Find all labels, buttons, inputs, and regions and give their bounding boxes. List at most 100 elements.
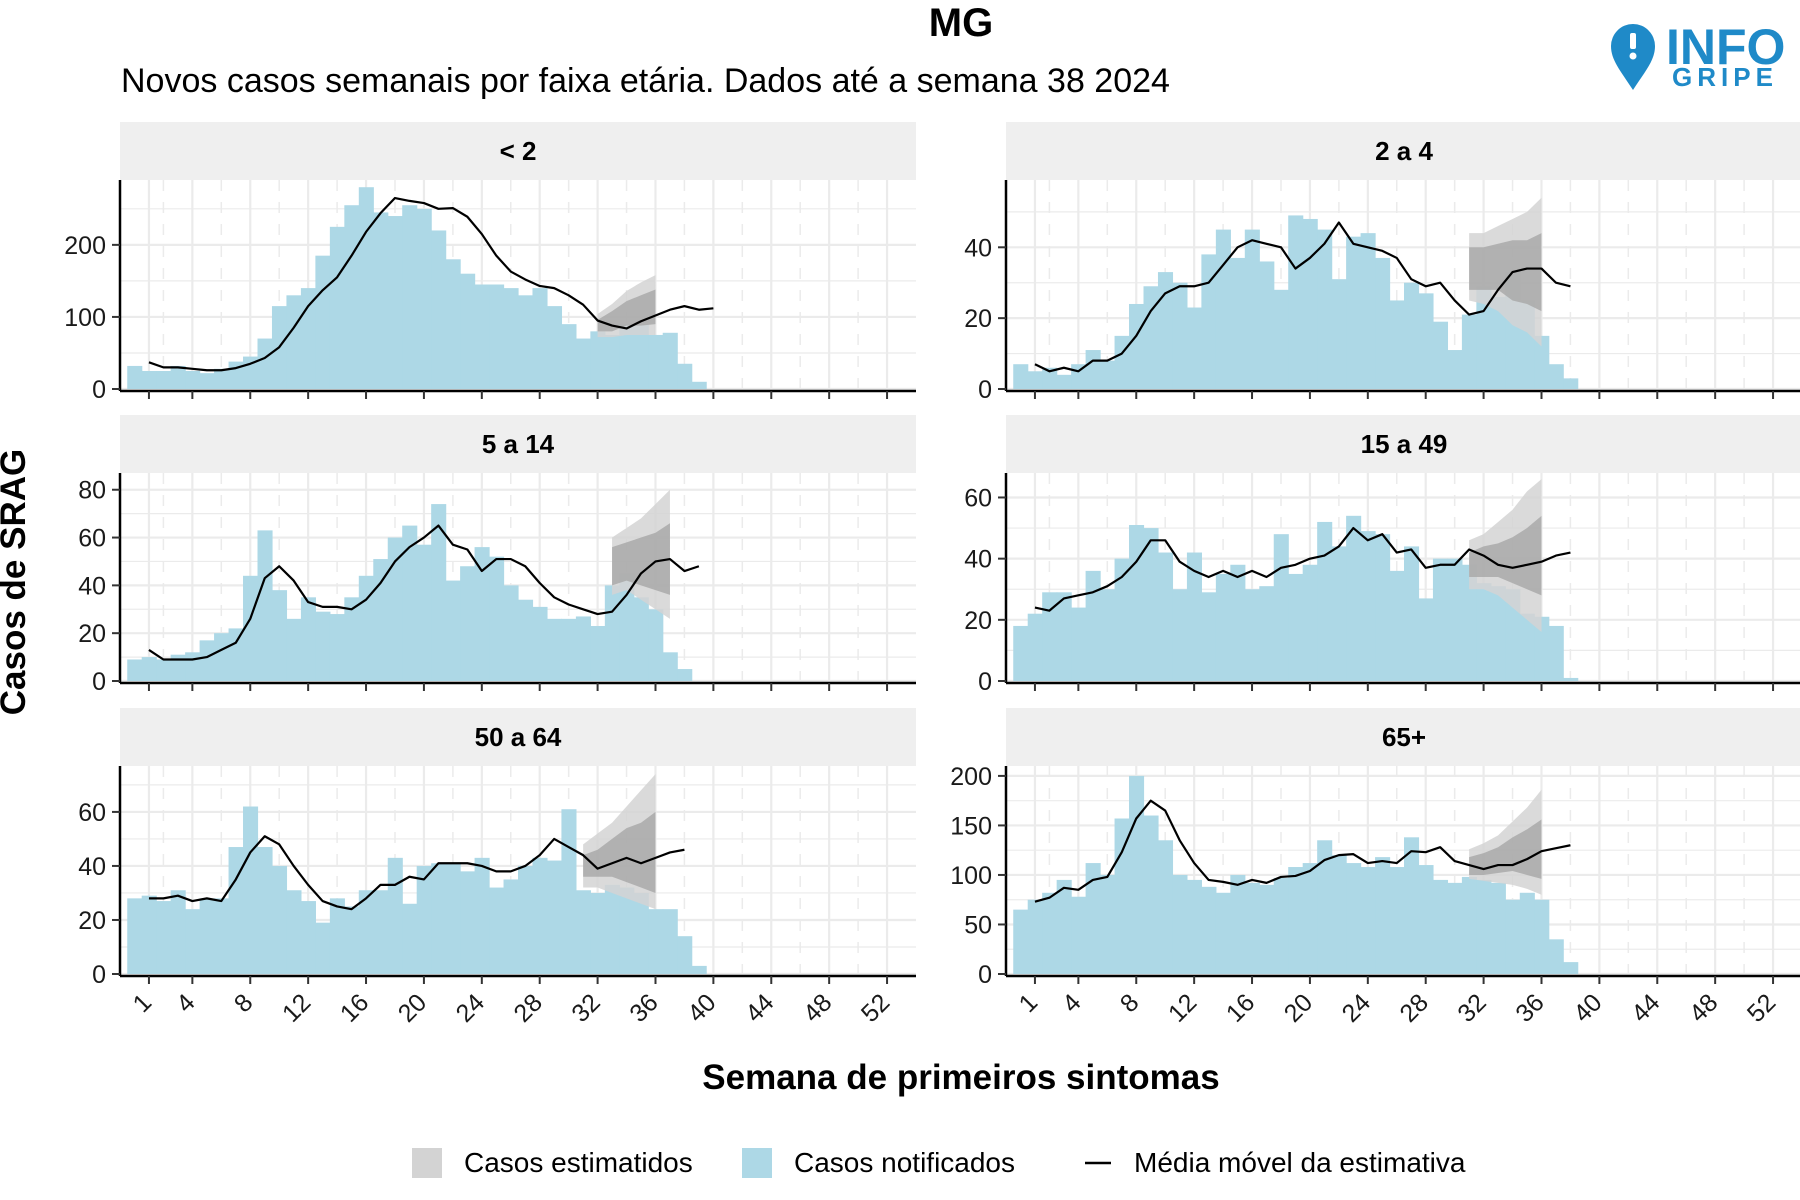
legend-label-moving-average: Média móvel da estimativa	[1134, 1147, 1466, 1178]
bar-15-a-49-3	[1346, 515, 1362, 681]
bar-65-5	[1071, 896, 1087, 974]
bar-65-5	[1360, 867, 1376, 974]
bar-65-5	[1201, 886, 1217, 974]
bar-15-a-49-3	[1244, 589, 1260, 681]
bar-65-5	[1447, 882, 1463, 974]
bar-2-0	[358, 187, 374, 389]
bar-2-a-4-1	[1273, 289, 1289, 389]
strip-50-a-64-4	[120, 708, 916, 766]
bar-15-a-49-3	[1186, 552, 1202, 681]
bar-2-a-4-1	[1157, 272, 1174, 389]
bar-65-5	[1085, 863, 1101, 974]
bar-65-5	[1273, 877, 1289, 974]
bar-2-a-4-1	[1288, 215, 1304, 389]
bar-5-a-14-2	[127, 659, 143, 681]
strip-label-2-a-4-1: 2 a 4	[1375, 136, 1433, 166]
bar-15-a-49-3	[1129, 525, 1145, 681]
bar-15-a-49-3	[1331, 546, 1347, 681]
moving-average-line-50-a-64-4	[148, 835, 685, 911]
bar-5-a-14-2	[257, 530, 273, 681]
bar-2-a-4-1	[1172, 282, 1188, 389]
bar-5-a-14-2	[604, 585, 620, 681]
bar-5-a-14-2	[286, 618, 302, 681]
bar-65-5	[1548, 939, 1564, 974]
legend-swatch-reported	[742, 1148, 772, 1178]
bar-2-a-4-1	[1129, 303, 1145, 389]
bar-50-a-64-4	[648, 909, 664, 974]
bar-2-a-4-1	[1042, 367, 1058, 389]
bar-15-a-49-3	[1563, 677, 1579, 681]
y-tick-label-50-a-64-4: 60	[78, 799, 106, 827]
bar-2-a-4-1	[1346, 236, 1362, 389]
bar-2-a-4-1	[1548, 364, 1564, 389]
y-tick-label-2-a-4-1: 40	[964, 234, 992, 262]
bar-15-a-49-3	[1317, 521, 1333, 681]
bar-15-a-49-3	[1085, 570, 1101, 681]
bar-5-a-14-2	[156, 659, 172, 681]
bar-2-0	[214, 368, 230, 389]
bar-5-a-14-2	[677, 669, 693, 681]
y-tick-label-5-a-14-2: 80	[78, 477, 106, 505]
bar-5-a-14-2	[518, 599, 534, 681]
bar-50-a-64-4	[257, 847, 273, 974]
bar-50-a-64-4	[561, 809, 577, 974]
x-tick-label-65-5: 32	[1452, 988, 1491, 1027]
bar-2-0	[633, 324, 649, 389]
strip-label-65-5: 65+	[1382, 722, 1426, 752]
panel-5-a-14-2: 5 a 14 0 20 40 60 80	[78, 415, 916, 696]
bar-65-5	[1490, 882, 1506, 974]
bar-65-5	[1027, 899, 1043, 974]
bar-50-a-64-4	[127, 898, 143, 974]
bar-2-0	[489, 284, 505, 389]
y-tick-label-65-5: 0	[978, 961, 992, 989]
bar-15-a-49-3	[1143, 528, 1159, 681]
bar-50-a-64-4	[402, 903, 418, 974]
bar-2-0	[416, 208, 432, 389]
panel-2-0: < 2 0 100 200	[64, 122, 916, 404]
bar-65-5	[1056, 879, 1072, 974]
x-tick-label-65-5: 48	[1684, 988, 1723, 1027]
bar-5-a-14-2	[431, 504, 447, 681]
bar-5-a-14-2	[315, 611, 331, 681]
strip-15-a-49-3	[1006, 415, 1800, 473]
bar-2-0	[503, 288, 519, 389]
x-axis-title-group: Semana de primeiros sintomas	[702, 1058, 1219, 1097]
legend-label-reported: Casos notificados	[794, 1147, 1015, 1178]
bar-50-a-64-4	[677, 936, 693, 974]
x-tick-label-65-5: 52	[1742, 988, 1781, 1027]
bar-50-a-64-4	[575, 890, 591, 974]
x-tick-label-65-5: 8	[1115, 988, 1145, 1018]
bar-5-a-14-2	[532, 606, 548, 681]
bar-50-a-64-4	[271, 865, 288, 974]
bar-2-0	[532, 288, 548, 389]
bar-15-a-49-3	[1447, 558, 1463, 681]
y-axis-title-group: Casos de SRAG	[0, 449, 33, 715]
bar-2-a-4-1	[1013, 364, 1029, 389]
bar-5-a-14-2	[503, 585, 519, 681]
bar-50-a-64-4	[300, 901, 316, 974]
bar-15-a-49-3	[1172, 589, 1188, 681]
x-tick-label-50-a-64-4: 1	[128, 988, 158, 1018]
bar-5-a-14-2	[575, 616, 591, 681]
x-tick-label-50-a-64-4: 24	[451, 988, 491, 1028]
bar-5-a-14-2	[402, 525, 418, 681]
x-tick-label-50-a-64-4: 40	[682, 988, 721, 1027]
bar-5-a-14-2	[228, 628, 244, 681]
bar-2-a-4-1	[1375, 257, 1391, 389]
bar-15-a-49-3	[1100, 589, 1116, 681]
bar-15-a-49-3	[1302, 564, 1318, 681]
x-tick-label-65-5: 40	[1568, 988, 1607, 1027]
bar-15-a-49-3	[1288, 573, 1304, 681]
bar-50-a-64-4	[358, 890, 374, 974]
estimate-band-inner-50-a-64-4	[583, 811, 656, 893]
chart-title: MG	[929, 1, 993, 45]
x-tick-label-65-5: 24	[1337, 988, 1377, 1028]
bar-50-a-64-4	[387, 857, 403, 974]
bar-50-a-64-4	[532, 857, 548, 974]
bar-2-a-4-1	[1389, 300, 1405, 389]
x-tick-label-65-5: 20	[1279, 988, 1318, 1027]
x-tick-label-50-a-64-4: 28	[508, 988, 547, 1027]
bar-5-a-14-2	[416, 544, 432, 681]
x-tick-label-65-5: 16	[1221, 988, 1260, 1027]
